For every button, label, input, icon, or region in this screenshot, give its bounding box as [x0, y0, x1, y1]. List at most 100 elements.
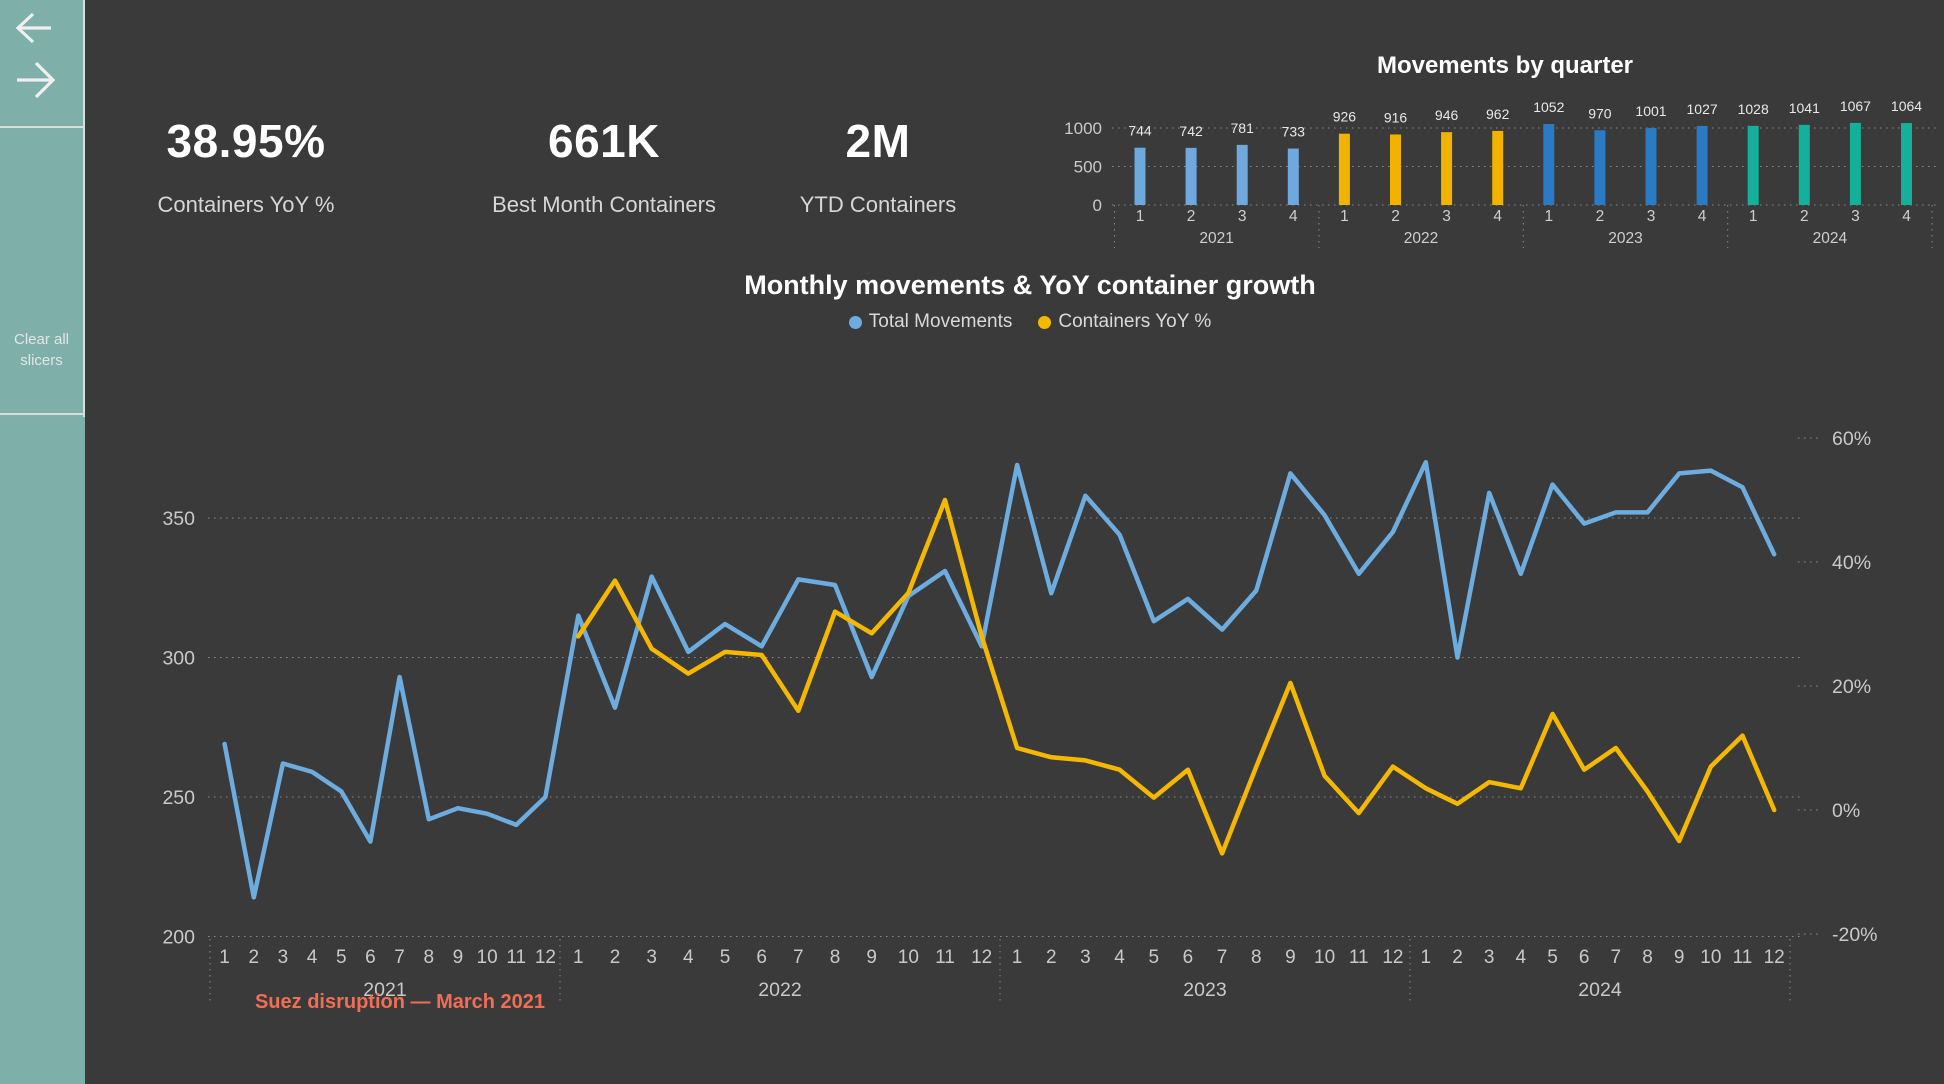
- bar-2021-q1[interactable]: [1134, 147, 1146, 205]
- bar-value-label: 1028: [1738, 101, 1769, 117]
- left-axis-tick-label: 200: [162, 927, 195, 949]
- left-arrow-icon: [15, 12, 51, 44]
- bar-value-label: 1052: [1533, 99, 1564, 115]
- sidebar: Clear all slicers: [0, 0, 85, 1084]
- bar-quarter-label: 3: [1647, 208, 1656, 225]
- bar-quarter-label: 1: [1340, 208, 1349, 225]
- bar-quarter-label: 4: [1698, 208, 1707, 225]
- month-label: 10: [477, 947, 498, 968]
- bar-2021-q2[interactable]: [1185, 147, 1197, 205]
- sidebar-divider: [0, 126, 85, 128]
- month-label: 5: [1547, 947, 1558, 968]
- back-button[interactable]: [8, 6, 56, 53]
- month-label: 11: [506, 947, 526, 968]
- bar-chart-title: Movements by quarter: [1376, 52, 1634, 79]
- suez-annotation: Suez disruption — March 2021: [254, 991, 546, 1013]
- forward-button[interactable]: [8, 52, 62, 111]
- bar-value-label: 781: [1231, 120, 1255, 136]
- clear-all-slicers-label: Clear all slicers: [13, 330, 70, 369]
- right-arrow-icon: [17, 61, 56, 99]
- month-label: 4: [307, 947, 318, 968]
- month-label: 3: [278, 947, 289, 968]
- legend-label: Total Movements: [868, 311, 1013, 332]
- bar-value-label: 744: [1128, 123, 1152, 139]
- bar-quarter-label: 4: [1289, 208, 1298, 225]
- legend-item-containers-yoy[interactable]: Containers YoY %: [1038, 311, 1211, 333]
- bar-value-label: 1027: [1687, 101, 1718, 117]
- month-label: 5: [1148, 947, 1159, 968]
- month-label: 2: [248, 947, 259, 968]
- bar-value-label: 1064: [1891, 98, 1922, 114]
- month-label: 1: [1012, 947, 1023, 968]
- bar-2023-q3[interactable]: [1645, 127, 1657, 205]
- month-label: 2: [610, 947, 621, 968]
- month-label: 11: [1733, 947, 1753, 968]
- bar-2022-q4[interactable]: [1492, 130, 1504, 205]
- year-label: 2023: [1183, 979, 1226, 1001]
- month-label: 9: [1674, 947, 1685, 968]
- month-label: 8: [1642, 947, 1653, 968]
- bar-2023-q1[interactable]: [1543, 123, 1555, 205]
- month-label: 5: [720, 947, 731, 968]
- bar-2024-q3[interactable]: [1849, 122, 1861, 205]
- month-label: 3: [1080, 947, 1091, 968]
- month-label: 4: [1114, 947, 1125, 968]
- right-axis-tick-label: 0%: [1832, 800, 1860, 822]
- month-label: 11: [1349, 947, 1369, 968]
- total-movements-line[interactable]: [222, 459, 1777, 900]
- month-label: 3: [1484, 947, 1495, 968]
- bar-2022-q1[interactable]: [1338, 133, 1350, 205]
- year-label: 2024: [1578, 979, 1622, 1001]
- containers-yoy-legend-dot-icon: [1038, 315, 1052, 329]
- bar-value-label: 1001: [1635, 103, 1666, 119]
- containers-yoy-line[interactable]: [576, 497, 1777, 856]
- bar-y-tick-label: 1000: [1064, 119, 1102, 138]
- year-label: 2022: [758, 979, 801, 1001]
- bar-value-label: 1067: [1840, 98, 1871, 114]
- bar-value-label: 1041: [1789, 100, 1820, 116]
- legend-item-total-movements[interactable]: Total Movements: [848, 311, 1013, 333]
- sidebar-right-border: [83, 0, 85, 417]
- month-label: 6: [365, 947, 376, 968]
- year-label: 2021: [363, 979, 406, 1001]
- bar-quarter-label: 4: [1902, 208, 1911, 225]
- month-label: 4: [683, 947, 694, 968]
- right-axis-tick-label: 60%: [1832, 428, 1871, 450]
- bar-2024-q1[interactable]: [1747, 125, 1759, 205]
- month-label: 8: [830, 947, 841, 968]
- month-label: 12: [535, 947, 556, 968]
- bar-2021-q3[interactable]: [1236, 144, 1248, 205]
- bar-2024-q2[interactable]: [1798, 124, 1810, 205]
- bar-quarter-label: 1: [1749, 208, 1758, 225]
- month-label: 7: [394, 947, 405, 968]
- month-label: 2: [1046, 947, 1057, 968]
- month-label: 1: [1421, 947, 1432, 968]
- month-label: 11: [935, 947, 955, 968]
- month-label: 6: [1579, 947, 1590, 968]
- bar-2021-q4[interactable]: [1287, 148, 1299, 205]
- kpi-best-month-containers: 661K Best Month Containers: [474, 114, 734, 218]
- bar-2023-q2[interactable]: [1594, 130, 1606, 205]
- month-label: 10: [1314, 947, 1335, 968]
- clear-all-slicers-button[interactable]: Clear all slicers: [0, 128, 83, 415]
- bar-2023-q4[interactable]: [1696, 125, 1708, 205]
- bar-quarter-label: 4: [1493, 208, 1502, 225]
- right-axis-tick-label: -20%: [1832, 924, 1878, 946]
- bar-quarter-label: 2: [1391, 208, 1400, 225]
- bar-value-label: 962: [1486, 106, 1510, 122]
- bar-value-label: 916: [1384, 109, 1408, 125]
- bar-2022-q2[interactable]: [1390, 134, 1401, 205]
- month-label: 1: [573, 947, 584, 968]
- month-label: 7: [1611, 947, 1622, 968]
- legend-label: Containers YoY %: [1058, 311, 1212, 332]
- month-label: 1: [219, 947, 230, 968]
- month-label: 9: [866, 947, 877, 968]
- bar-2022-q3[interactable]: [1441, 132, 1453, 205]
- month-label: 7: [793, 947, 804, 968]
- right-axis-tick-label: 20%: [1832, 676, 1871, 698]
- month-label: 12: [1382, 947, 1403, 968]
- line-chart-legend: Total Movements Containers YoY %: [530, 311, 1530, 333]
- bar-value-label: 742: [1179, 123, 1203, 139]
- month-label: 3: [646, 947, 657, 968]
- bar-2024-q4[interactable]: [1901, 123, 1912, 205]
